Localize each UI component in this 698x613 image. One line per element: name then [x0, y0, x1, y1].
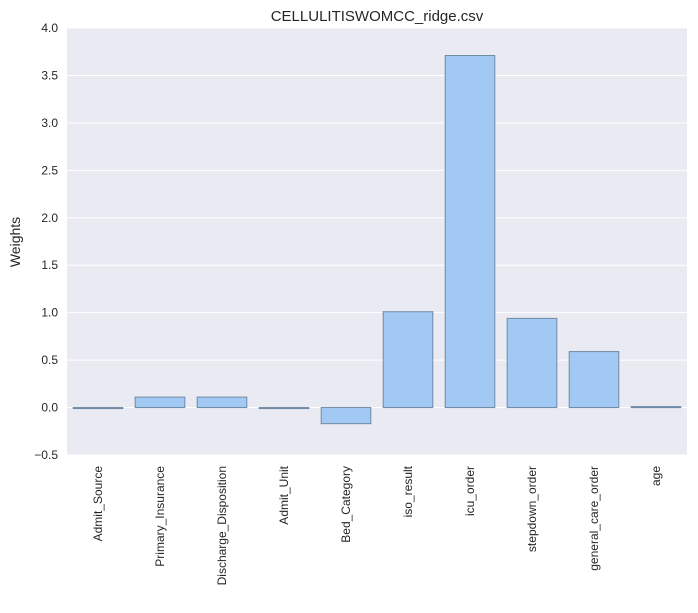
y-tick-label: 2.5 [41, 163, 58, 177]
bar-discharge-disposition [196, 396, 248, 409]
bar-icu-order [444, 55, 496, 409]
y-tick-label: 0.0 [41, 401, 58, 415]
bar-admit-unit [258, 407, 310, 410]
x-tick-label: age [649, 466, 663, 486]
y-tick-label: 4.0 [41, 21, 58, 35]
x-tick-label: icu_order [463, 466, 477, 516]
chart-title: CELLULITISWOMCC_ridge.csv [271, 8, 484, 25]
x-tick-labels: Admit_Source Primary_Insurance Discharge_D… [91, 465, 663, 585]
bar-iso-result [382, 311, 434, 409]
y-tick-label: 2.0 [41, 211, 58, 225]
bar-stepdown-order [506, 317, 558, 409]
bar-primary-insurance [134, 396, 186, 409]
y-tick-label: 1.5 [41, 258, 58, 272]
x-tick-label: Discharge_Disposition [215, 466, 229, 585]
y-tick-label: 3.5 [41, 68, 58, 82]
y-axis-label: Weights [7, 217, 23, 267]
bar-general-care-order [568, 351, 620, 409]
y-tick-label: 3.0 [41, 116, 58, 130]
bar-admit-source [72, 407, 124, 410]
x-tick-label: Admit_Unit [277, 465, 291, 524]
bar-age [630, 406, 682, 409]
x-tick-label: stepdown_order [525, 466, 539, 552]
x-tick-label: Bed_Category [339, 466, 353, 543]
x-tick-label: general_care_order [587, 466, 601, 571]
x-tick-label: iso_result [401, 465, 415, 517]
y-tick-label: 1.0 [41, 306, 58, 320]
bar-bed-category [320, 407, 372, 425]
gridlines [67, 27, 687, 456]
y-tick-label: 0.5 [41, 353, 58, 367]
x-tick-label: Primary_Insurance [153, 466, 167, 567]
x-tick-label: Admit_Source [91, 466, 105, 542]
y-tick-labels: −0.5 0.0 0.5 1.0 1.5 2.0 2.5 3.0 3.5 4.0 [34, 21, 58, 462]
bars [72, 55, 682, 425]
y-tick-label: −0.5 [34, 448, 58, 462]
